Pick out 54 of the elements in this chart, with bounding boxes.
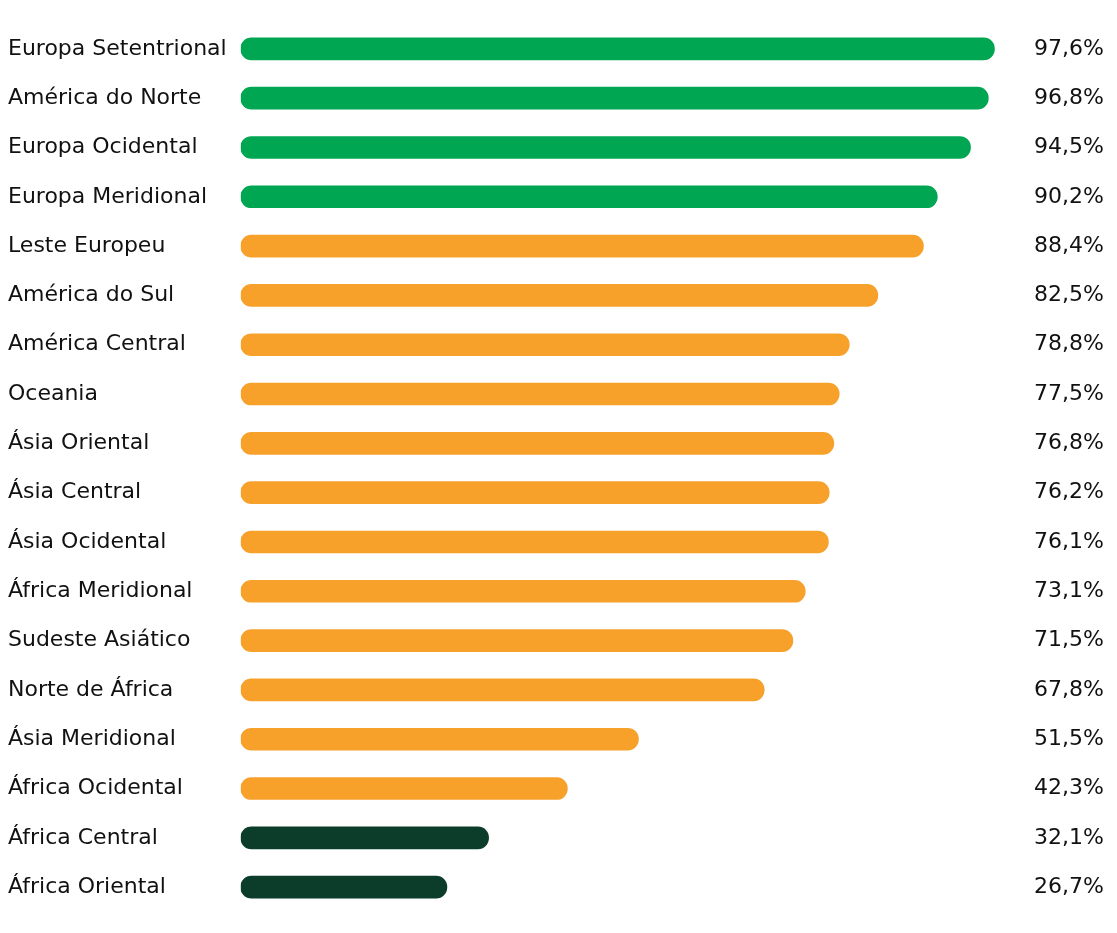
y-tick-label: Europa Ocidental xyxy=(8,133,198,159)
y-tick-label: Ásia Meridional xyxy=(8,724,176,750)
data-label: 90,2% xyxy=(1034,182,1104,208)
bar xyxy=(240,579,806,603)
bar xyxy=(240,875,448,899)
y-tick-label: América do Norte xyxy=(8,83,202,109)
y-tick-label: África Meridional xyxy=(8,577,193,602)
data-label: 78,8% xyxy=(1034,330,1104,356)
y-tick-label: América Central xyxy=(8,330,186,356)
y-tick-label: Ásia Oriental xyxy=(8,429,150,455)
y-tick-label: Norte de África xyxy=(8,675,174,701)
data-label: 82,5% xyxy=(1034,281,1104,307)
bar xyxy=(240,530,829,554)
data-label: 71,5% xyxy=(1034,626,1104,652)
bar xyxy=(240,382,840,406)
y-tick-label: Ásia Ocidental xyxy=(8,527,167,553)
data-label: 26,7% xyxy=(1034,872,1104,898)
data-label: 32,1% xyxy=(1034,823,1104,849)
y-tick-label: Leste Europeu xyxy=(8,231,166,257)
data-label: 76,1% xyxy=(1034,527,1104,553)
bar xyxy=(240,826,489,850)
data-label: 77,5% xyxy=(1034,379,1104,405)
bar xyxy=(240,86,989,110)
y-tick-label: Ásia Central xyxy=(8,478,142,504)
bar xyxy=(240,629,794,652)
data-label: 76,2% xyxy=(1034,478,1104,504)
data-label: 67,8% xyxy=(1034,675,1104,701)
bar xyxy=(240,37,995,61)
y-tick-label: África Ocidental xyxy=(8,774,183,800)
y-tick-label: América do Sul xyxy=(8,281,175,307)
y-tick-label: África Central xyxy=(8,823,158,849)
data-label: 96,8% xyxy=(1034,83,1104,109)
data-label: 42,3% xyxy=(1034,774,1104,800)
data-label: 97,6% xyxy=(1034,34,1104,60)
y-tick-label: Europa Setentrional xyxy=(8,34,227,60)
data-label: 76,8% xyxy=(1034,429,1104,455)
bar xyxy=(240,136,971,159)
data-label: 88,4% xyxy=(1034,231,1104,257)
bar xyxy=(240,333,850,357)
bar xyxy=(240,481,830,504)
data-label: 51,5% xyxy=(1034,724,1104,750)
bar xyxy=(240,727,639,751)
data-label: 73,1% xyxy=(1034,577,1104,602)
y-tick-label: Oceania xyxy=(8,379,98,405)
bar xyxy=(240,432,835,455)
bar xyxy=(240,678,765,702)
bar xyxy=(240,234,924,258)
y-tick-label: Europa Meridional xyxy=(8,182,208,208)
bar xyxy=(240,185,938,209)
data-label: 94,5% xyxy=(1034,133,1104,159)
y-tick-label: Sudeste Asiático xyxy=(8,626,191,652)
y-tick-label: África Oriental xyxy=(8,872,166,898)
bar xyxy=(240,284,879,307)
bar xyxy=(240,777,568,800)
